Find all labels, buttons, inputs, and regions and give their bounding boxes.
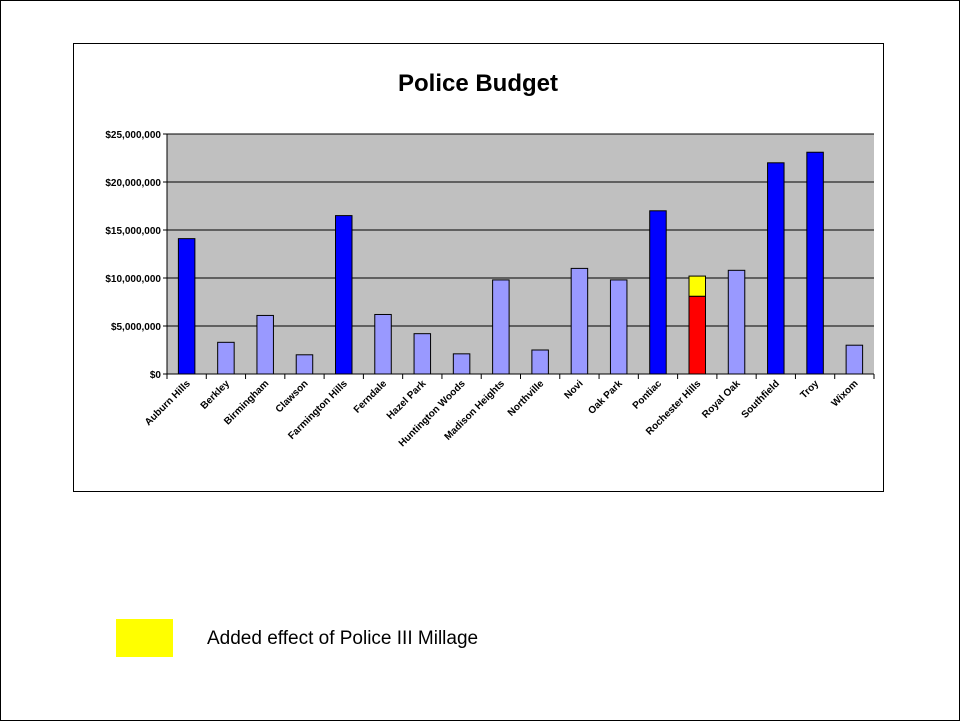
x-tick-label: Royal Oak — [700, 378, 743, 421]
bar — [609, 279, 628, 375]
x-tick-label: Wixom — [830, 378, 861, 409]
bar — [295, 354, 314, 375]
bar — [413, 333, 432, 375]
chart-frame: Police Budget $0 $5,000,000 $10,000,000 $15,… — [73, 43, 884, 492]
x-tick-label: Huntington Woods — [397, 378, 468, 449]
x-tick-label: Northville — [506, 378, 547, 419]
bar — [335, 215, 353, 375]
bar — [374, 313, 392, 375]
x-tick-label: Auburn Hills — [143, 378, 193, 428]
bar — [688, 295, 706, 375]
bar — [767, 162, 785, 375]
x-tick-label: Ferndale — [352, 378, 390, 416]
bar — [570, 267, 589, 375]
y-tick-label: $10,000,000 — [105, 274, 161, 285]
y-tick-label: $20,000,000 — [105, 178, 161, 189]
x-tick-label: Berkley — [199, 378, 233, 412]
bar — [845, 344, 864, 375]
police-budget-chart: Police Budget $0 $5,000,000 $10,000,000 $15,… — [105, 70, 875, 449]
y-tick-label: $5,000,000 — [111, 322, 161, 333]
x-tick-label: Troy — [798, 378, 821, 401]
bar — [727, 269, 746, 375]
legend-label-added-effect: Added effect of Police III Millage — [207, 628, 479, 649]
bar — [531, 349, 549, 375]
y-tick-label: $0 — [150, 370, 162, 381]
chart-title: Police Budget — [398, 70, 558, 97]
bar — [177, 238, 196, 375]
bar — [492, 279, 510, 375]
bar — [452, 353, 471, 375]
x-tick-label: Pontiac — [631, 378, 665, 412]
bar-added-effect — [688, 275, 706, 297]
bar — [256, 314, 274, 375]
bar — [806, 151, 824, 375]
x-tick-label: Oak Park — [586, 378, 625, 417]
y-tick-label: $25,000,000 — [105, 130, 161, 141]
x-tick-label: Clawson — [274, 378, 311, 415]
legend-swatch-added-effect — [116, 619, 173, 657]
bar — [649, 210, 667, 375]
x-tick-label: Southfield — [740, 378, 782, 420]
bar — [217, 341, 235, 375]
y-tick-label: $15,000,000 — [105, 226, 161, 237]
plot-area — [167, 134, 874, 374]
x-tick-label: Novi — [562, 378, 585, 401]
